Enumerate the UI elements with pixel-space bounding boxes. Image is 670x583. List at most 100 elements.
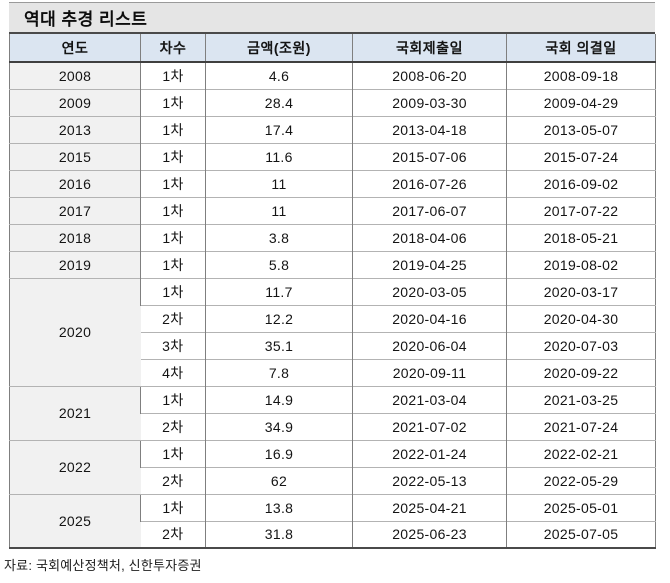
resolve-date-cell: 2025-05-01: [506, 493, 656, 521]
year-cell: 2025: [9, 493, 141, 548]
amount-cell: 31.8: [205, 520, 353, 548]
table-row: 2022 1차 16.9 2022-01-24 2022-02-21: [9, 439, 656, 494]
amount-cell: 3.8: [205, 223, 353, 251]
table-body: 2008 1차 4.6 2008-06-20 2008-09-18 2009 1차 28.4 2…: [9, 61, 656, 548]
amount-cell: 62: [205, 466, 353, 494]
table-row: 4차 7.8 2020-09-11 2020-09-22: [10, 358, 656, 386]
round-cell: 1차: [140, 277, 206, 305]
submit-date-cell: 2018-04-06: [352, 223, 507, 251]
submit-date-cell: 2009-03-30: [352, 88, 507, 116]
round-cell: 2차: [140, 412, 206, 440]
submit-date-cell: 2025-04-21: [352, 493, 507, 521]
submit-date-cell: 2013-04-18: [352, 115, 507, 143]
amount-cell: 28.4: [205, 88, 353, 116]
round-cell: 1차: [140, 223, 206, 251]
round-cell: 4차: [140, 358, 206, 386]
submit-date-cell: 2016-07-26: [352, 169, 507, 197]
submit-date-cell: 2008-06-20: [352, 61, 507, 89]
year-cell: 2018: [9, 223, 141, 251]
amount-cell: 12.2: [205, 304, 353, 332]
round-cell: 2차: [140, 520, 206, 548]
table-row: 2차 62 2022-05-13 2022-05-29: [10, 466, 656, 494]
table-row: 2009 1차 28.4 2009-03-30 2009-04-29: [9, 88, 656, 116]
resolve-date-cell: 2009-04-29: [506, 88, 656, 116]
amount-cell: 35.1: [205, 331, 353, 359]
submit-date-cell: 2020-04-16: [352, 304, 507, 332]
round-cell: 1차: [140, 88, 206, 116]
resolve-date-cell: 2017-07-22: [506, 196, 656, 224]
resolve-date-cell: 2013-05-07: [506, 115, 656, 143]
table-row: 2020 1차 11.7 2020-03-05 2020-03-17: [9, 277, 656, 386]
table-row: 2008 1차 4.6 2008-06-20 2008-09-18: [9, 61, 656, 89]
submit-date-cell: 2021-03-04: [352, 385, 507, 413]
year-cell: 2009: [9, 88, 141, 116]
round-cell: 1차: [140, 169, 206, 197]
amount-cell: 34.9: [205, 412, 353, 440]
table-row: 2017 1차 11 2017-06-07 2017-07-22: [9, 196, 656, 224]
round-cell: 1차: [140, 115, 206, 143]
submit-date-cell: 2015-07-06: [352, 142, 507, 170]
title-band: 역대 추경 리스트: [9, 2, 655, 34]
submit-date-cell: 2025-06-23: [352, 520, 507, 548]
table-row: 2025 1차 13.8 2025-04-21 2025-05-01: [9, 493, 656, 548]
resolve-date-cell: 2021-03-25: [506, 385, 656, 413]
table-row: 2019 1차 5.8 2019-04-25 2019-08-02: [9, 250, 656, 278]
year-cell: 2022: [9, 439, 141, 494]
amount-cell: 11: [205, 169, 353, 197]
round-cell: 1차: [140, 493, 206, 521]
resolve-date-cell: 2020-04-30: [506, 304, 656, 332]
table-header: 연도 차수 금액(조원) 국회제출일 국회 의결일: [9, 34, 656, 63]
amount-cell: 11: [205, 196, 353, 224]
amount-cell: 14.9: [205, 385, 353, 413]
amount-cell: 11.6: [205, 142, 353, 170]
table-row: 2차 12.2 2020-04-16 2020-04-30: [10, 304, 656, 332]
header-row: 연도 차수 금액(조원) 국회제출일 국회 의결일: [9, 34, 656, 63]
year-cell: 2015: [9, 142, 141, 170]
table-row: 2차 34.9 2021-07-02 2021-07-24: [10, 412, 656, 440]
submit-date-cell: 2020-09-11: [352, 358, 507, 386]
resolve-date-cell: 2020-07-03: [506, 331, 656, 359]
resolve-date-cell: 2022-02-21: [506, 439, 656, 467]
amount-cell: 13.8: [205, 493, 353, 521]
page-title: 역대 추경 리스트: [24, 10, 148, 29]
round-cell: 1차: [140, 385, 206, 413]
round-cell: 2차: [140, 304, 206, 332]
resolve-date-cell: 2015-07-24: [506, 142, 656, 170]
round-cell: 2차: [140, 466, 206, 494]
year-cell: 2021: [9, 385, 141, 440]
submit-date-cell: 2020-03-05: [352, 277, 507, 305]
submit-date-cell: 2022-01-24: [352, 439, 507, 467]
resolve-date-cell: 2018-05-21: [506, 223, 656, 251]
round-cell: 1차: [140, 439, 206, 467]
amount-cell: 17.4: [205, 115, 353, 143]
resolve-date-cell: 2016-09-02: [506, 169, 656, 197]
table-row: 2차 31.8 2025-06-23 2025-07-05: [10, 520, 656, 548]
col-header-resolve-date: 국회 의결일: [506, 34, 656, 63]
amount-cell: 16.9: [205, 439, 353, 467]
table-row: 2013 1차 17.4 2013-04-18 2013-05-07: [9, 115, 656, 143]
round-cell: 1차: [140, 61, 206, 89]
table-row: 2021 1차 14.9 2021-03-04 2021-03-25: [9, 385, 656, 440]
source-note: 자료: 국회예산정책처, 신한투자증권: [4, 558, 202, 573]
round-cell: 1차: [140, 196, 206, 224]
submit-date-cell: 2020-06-04: [352, 331, 507, 359]
year-cell: 2019: [9, 250, 141, 278]
resolve-date-cell: 2022-05-29: [506, 466, 656, 494]
amount-cell: 4.6: [205, 61, 353, 89]
table-row: 2016 1차 11 2016-07-26 2016-09-02: [9, 169, 656, 197]
resolve-date-cell: 2019-08-02: [506, 250, 656, 278]
round-cell: 3차: [140, 331, 206, 359]
submit-date-cell: 2019-04-25: [352, 250, 507, 278]
year-cell: 2020: [9, 277, 141, 386]
resolve-date-cell: 2008-09-18: [506, 61, 656, 89]
round-cell: 1차: [140, 250, 206, 278]
amount-cell: 7.8: [205, 358, 353, 386]
table-row: 2015 1차 11.6 2015-07-06 2015-07-24: [9, 142, 656, 170]
supplementary-budget-table: 연도 차수 금액(조원) 국회제출일 국회 의결일 2008 1차 4.6 2008-…: [9, 34, 656, 549]
submit-date-cell: 2021-07-02: [352, 412, 507, 440]
year-cell: 2017: [9, 196, 141, 224]
col-header-submit-date: 국회제출일: [352, 34, 507, 63]
amount-cell: 11.7: [205, 277, 353, 305]
year-cell: 2008: [9, 61, 141, 89]
